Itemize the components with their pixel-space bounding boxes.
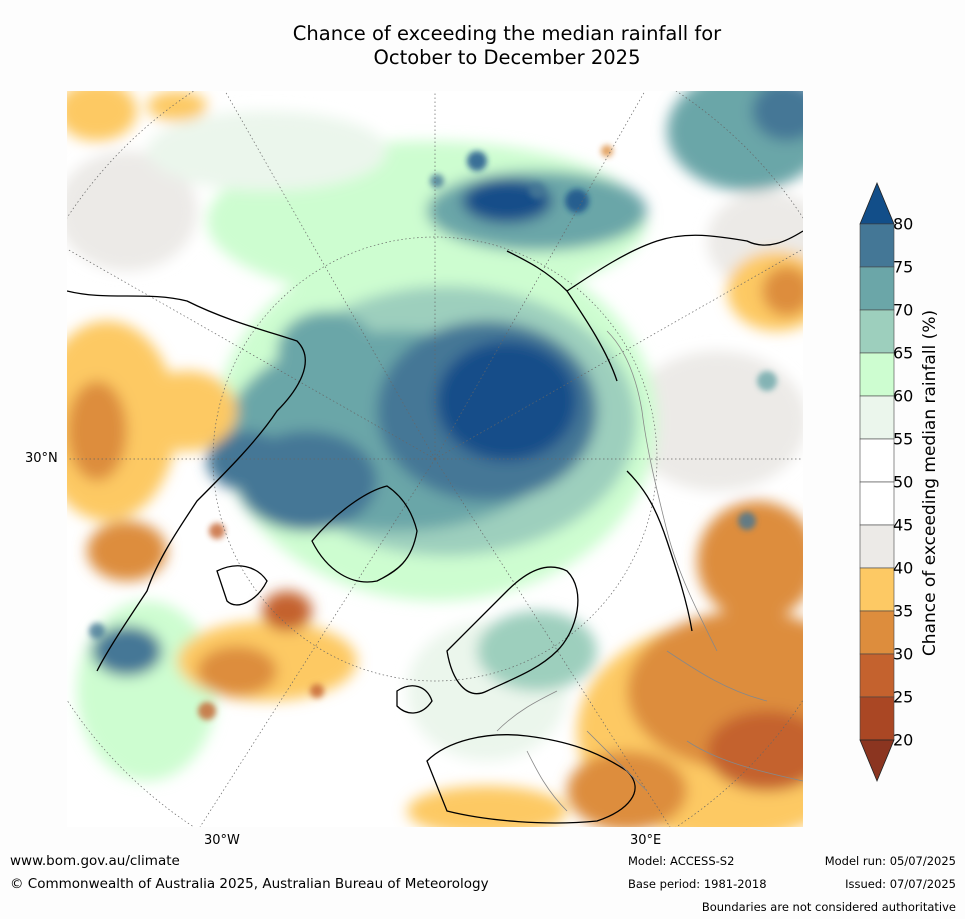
graticule [67,91,803,827]
colorbar-tick-label: 50 [893,472,914,492]
colorbar-arrow-top [859,181,895,225]
colorbar-tick-label: 45 [893,515,914,535]
colorbar-tick-label: 65 [893,343,914,363]
scandinavia-coast [446,566,579,695]
colorbar-band [859,438,895,483]
lon-label-east: 30°E [630,833,662,848]
british-isles-coast [396,685,433,714]
lat-label: 30°N [25,451,58,466]
lon-label-west: 30°W [204,833,240,848]
north-america-coast [67,290,306,672]
colorbar-tick-label: 25 [893,687,914,707]
colorbar-label: Chance of exceeding median rainfall (%) [920,309,940,657]
polar-map[interactable] [67,91,803,827]
colorbar-band [859,481,895,526]
model-run: Model run: 05/07/2025 [824,854,956,868]
colorbar-tick-label: 70 [893,300,914,320]
colorbar-band [859,395,895,440]
colorbar-band [859,653,895,698]
noise-speckle [89,145,777,720]
colorbar-tick-label: 60 [893,386,914,406]
colorbar-band [859,567,895,612]
disclaimer: Boundaries are not considered authoritat… [701,900,956,914]
colorbar-tick-label: 30 [893,644,914,664]
colorbar-tick-label: 20 [893,730,914,750]
issued-date: Issued: 07/07/2025 [845,877,956,891]
model-name: Model: ACCESS-S2 [628,854,735,868]
colorbar-tick-label: 75 [893,257,914,277]
colorbar [855,180,925,786]
colorbar-tick-label: 35 [893,601,914,621]
copyright: © Commonwealth of Australia 2025, Austra… [10,876,489,892]
colorbar-band [859,696,895,741]
colorbar-band [859,352,895,397]
chart-title: Chance of exceeding the median rainfall … [0,22,965,70]
country-borders [496,330,803,812]
colorbar-band [859,223,895,268]
colorbar-svg [859,181,895,783]
colorbar-band [859,266,895,311]
colorbar-band [859,524,895,569]
rain-probability-field [67,91,803,827]
colorbar-band [859,309,895,354]
greenland-coast [311,485,418,583]
coastlines [67,230,803,824]
map-canvas [67,91,803,827]
colorbar-tick-label: 80 [893,214,914,234]
colorbar-band [859,610,895,655]
title-line-1: Chance of exceeding the median rainfall … [292,22,722,45]
base-period: Base period: 1981-2018 [628,877,767,891]
colorbar-tick-label: 40 [893,558,914,578]
colorbar-tick-label: 55 [893,429,914,449]
colorbar-arrow-bottom [859,739,895,783]
siberia-coast [566,230,803,292]
title-line-2: October to December 2025 [373,46,641,69]
website-link[interactable]: www.bom.gov.au/climate [10,853,180,869]
